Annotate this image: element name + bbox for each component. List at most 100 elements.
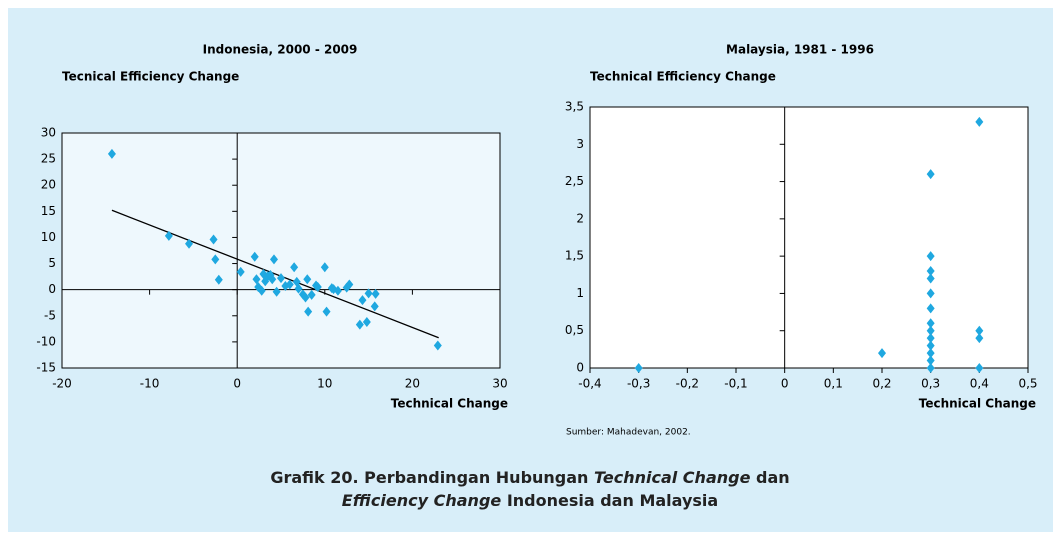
x-tick-label: 0,2 — [872, 377, 891, 391]
chart-title: Malaysia, 1981 - 1996 — [726, 43, 874, 57]
point — [926, 273, 935, 284]
x-axis-label: Technical Change — [919, 397, 1036, 411]
point — [185, 238, 194, 249]
point — [358, 295, 367, 306]
point — [926, 340, 935, 351]
point — [975, 363, 984, 373]
y-tick-label: 0 — [576, 361, 584, 375]
point — [926, 348, 935, 359]
trend-line — [111, 209, 439, 339]
point — [926, 266, 935, 277]
point — [307, 289, 316, 300]
point — [878, 348, 886, 359]
y-tick-label: 3 — [576, 137, 584, 151]
point — [277, 273, 285, 284]
x-tick-label: -0,4 — [578, 377, 601, 391]
x-tick-label: 0,1 — [824, 377, 843, 391]
y-tick-label: 1,5 — [565, 249, 584, 263]
y-tick-label: 5 — [48, 256, 56, 270]
y-tick-label: -5 — [44, 308, 56, 322]
point — [975, 325, 984, 336]
y-tick-label: 25 — [41, 152, 56, 166]
y-tick-label: 0,5 — [565, 323, 584, 337]
point — [634, 363, 643, 373]
x-tick-label: 30 — [492, 377, 507, 391]
x-tick-label: 0,5 — [1018, 377, 1037, 391]
y-tick-label: 1 — [576, 286, 584, 300]
point — [303, 274, 312, 285]
x-tick-label: 0,3 — [921, 377, 940, 391]
y-tick-label: 10 — [41, 230, 56, 244]
chart-title: Indonesia, 2000 - 2009 — [203, 43, 358, 57]
plot-area — [590, 107, 1028, 368]
x-tick-label: -0,3 — [627, 377, 650, 391]
y-tick-label: -15 — [36, 361, 56, 375]
x-tick-label: -20 — [52, 377, 72, 391]
point — [926, 325, 935, 336]
caption-part: Grafik 20. Perbandingan Hubungan — [270, 468, 594, 487]
point — [250, 251, 259, 262]
plot-border — [61, 132, 501, 369]
caption: Grafik 20. Perbandingan Hubungan Technic… — [270, 468, 789, 487]
point — [926, 303, 935, 314]
point — [164, 230, 173, 241]
point — [370, 301, 379, 312]
caption-part: Efficiency Change — [342, 491, 502, 510]
point — [926, 333, 935, 344]
y-tick-label: 15 — [41, 204, 56, 218]
point — [257, 285, 266, 296]
caption-part: Technical Change — [594, 468, 751, 487]
point — [252, 274, 261, 285]
x-tick-label: 0 — [233, 377, 241, 391]
x-tick-label: -10 — [140, 377, 160, 391]
caption-part: Indonesia dan Malaysia — [501, 491, 718, 510]
x-tick-label: 10 — [317, 377, 332, 391]
point — [320, 262, 329, 273]
point — [926, 363, 935, 373]
point — [333, 285, 342, 296]
point — [211, 254, 220, 265]
point — [345, 279, 354, 290]
point — [209, 234, 218, 245]
point — [214, 274, 223, 285]
y-axis-label: Technical Efficiency Change — [590, 70, 776, 84]
point — [926, 355, 935, 366]
y-tick-label: 2,5 — [565, 174, 584, 188]
y-axis-label: Tecnical Efficiency Change — [62, 70, 239, 84]
point — [433, 340, 442, 351]
point — [926, 318, 935, 329]
point — [926, 288, 935, 299]
y-tick-label: 20 — [41, 178, 56, 192]
point — [294, 283, 303, 294]
x-tick-label: 0 — [781, 377, 789, 391]
point — [272, 286, 281, 297]
y-tick-label: 30 — [41, 126, 56, 140]
point — [362, 317, 371, 328]
point — [304, 306, 313, 317]
point — [975, 333, 984, 344]
x-tick-label: 0,4 — [970, 377, 989, 391]
point — [268, 274, 277, 285]
caption: Efficiency Change Indonesia dan Malaysia — [342, 491, 718, 510]
point — [290, 262, 299, 273]
point — [107, 148, 116, 159]
point — [975, 116, 984, 127]
source: Sumber: Mahadevan, 2002. — [566, 428, 691, 438]
point — [313, 282, 322, 293]
x-axis-label: Technical Change — [391, 397, 508, 411]
point — [322, 306, 331, 317]
point — [301, 292, 310, 303]
point — [364, 288, 373, 299]
caption-part: dan — [750, 468, 789, 487]
y-tick-label: -10 — [36, 334, 56, 348]
x-tick-label: -0,2 — [676, 377, 699, 391]
y-tick-label: 3,5 — [565, 100, 584, 114]
point — [236, 266, 245, 277]
y-tick-label: 0 — [48, 282, 56, 296]
point — [926, 251, 935, 262]
point — [285, 279, 294, 290]
x-tick-label: 20 — [405, 377, 420, 391]
point — [355, 319, 364, 330]
point — [269, 254, 278, 265]
